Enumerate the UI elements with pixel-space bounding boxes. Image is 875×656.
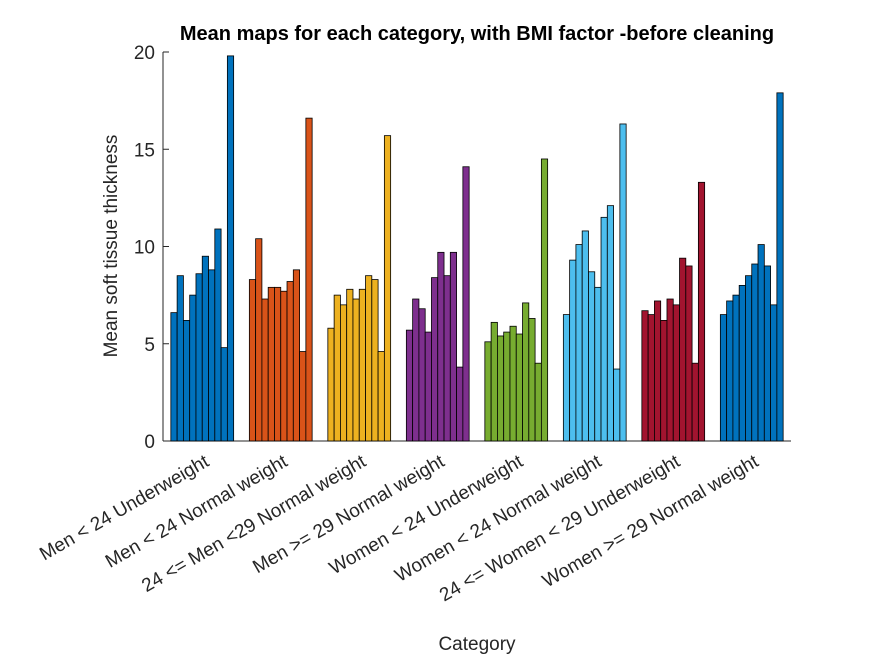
bar: [189, 294, 197, 442]
bar: [170, 312, 178, 442]
bar: [383, 135, 392, 442]
bar: [606, 205, 614, 442]
bar: [208, 269, 216, 442]
bar: [333, 294, 341, 442]
bar: [292, 269, 300, 442]
bar: [214, 228, 222, 442]
bar: [654, 300, 662, 442]
chart-title: Mean maps for each category, with BMI fa…: [180, 23, 774, 45]
bar: [588, 271, 596, 442]
bar: [647, 314, 655, 442]
y-tick-label: 20: [134, 43, 155, 64]
bar: [726, 300, 734, 442]
bar: [456, 366, 464, 442]
bar: [405, 329, 414, 442]
bar: [691, 362, 699, 442]
bar: [613, 368, 621, 442]
bar: [672, 304, 680, 442]
y-tick-label: 15: [134, 140, 155, 161]
bar: [503, 331, 511, 442]
bar: [365, 275, 373, 442]
bar: [619, 123, 627, 442]
bar: [248, 279, 257, 442]
bar: [299, 351, 307, 442]
bar: [327, 327, 335, 442]
bar: [201, 255, 209, 442]
bar: [594, 286, 602, 442]
bar: [176, 275, 184, 442]
bar: [340, 304, 348, 442]
bar: [509, 325, 517, 442]
bar: [226, 55, 235, 442]
bar: [641, 310, 649, 442]
bar: [346, 288, 354, 442]
y-tick-label: 0: [144, 432, 155, 453]
bar: [484, 341, 492, 442]
x-axis-label: Category: [438, 634, 516, 655]
bar: [195, 273, 203, 442]
bar: [569, 259, 577, 442]
bar: [515, 333, 523, 442]
bar: [261, 298, 269, 442]
bar: [776, 92, 784, 442]
bar: [751, 263, 759, 442]
bar: [679, 257, 687, 442]
bar: [745, 275, 753, 442]
bar: [424, 331, 432, 442]
bar: [371, 279, 379, 442]
bar: [534, 362, 542, 442]
y-axis-label: Mean soft tissue thickness: [101, 135, 122, 358]
bar: [305, 117, 313, 442]
bar: [685, 265, 693, 442]
bar: [418, 308, 426, 442]
bar: [666, 298, 674, 442]
bar: [220, 347, 228, 442]
y-tick-label: 10: [134, 238, 155, 259]
bar: [358, 288, 366, 442]
bar: [431, 277, 439, 442]
bar: [497, 335, 505, 442]
bar: [528, 318, 536, 442]
bar: [770, 304, 778, 442]
bar: [660, 320, 668, 442]
bar: [352, 298, 360, 442]
bar: [738, 284, 746, 442]
bar: [183, 320, 191, 442]
bar: [581, 230, 589, 442]
bar: [280, 290, 288, 442]
bar: [540, 158, 549, 442]
bar: [412, 298, 420, 442]
bar: [437, 251, 445, 442]
bar: [600, 216, 608, 442]
bar: [443, 275, 451, 442]
bar: [719, 314, 728, 442]
bar: [575, 244, 583, 442]
bar: [763, 265, 771, 442]
bar: [274, 286, 282, 442]
bar: [490, 321, 498, 442]
bar: [267, 286, 275, 442]
bar: [757, 244, 765, 442]
bar: [562, 314, 571, 442]
bar: [377, 351, 385, 442]
bar: [255, 238, 263, 442]
bar: [449, 251, 457, 442]
bar: [732, 294, 740, 442]
bar: [697, 181, 706, 442]
y-tick-label: 5: [144, 335, 155, 356]
bar: [462, 166, 470, 442]
bar: [522, 302, 530, 442]
bar: [286, 281, 294, 442]
